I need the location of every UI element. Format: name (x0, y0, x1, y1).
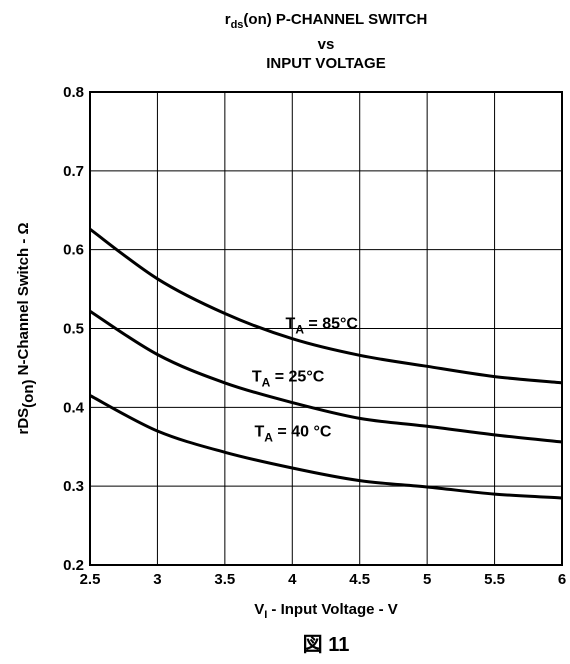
series-line-2 (89, 309, 563, 444)
curve-annotations: TA = 85°C TA = 25°C TA = 40 °C (252, 316, 359, 445)
y-tick-label: 0.8 (63, 84, 84, 101)
x-tick-label: 4 (288, 571, 297, 588)
tick-labels: 0.2 0.3 0.4 0.5 0.6 0.7 0.8 2.5 3 3.5 4 4.5 5 5.5 6 (63, 84, 566, 588)
y-tick-label: 0.6 (63, 242, 84, 259)
plot-frame (89, 91, 563, 566)
chart-title: rds(on) P-CHANNEL SWITCH vs INPUT VOLTAG… (90, 10, 562, 73)
x-tick-label: 3.5 (214, 571, 235, 588)
y-axis-label: rDS(on) N-Channel Switch - Ω (15, 222, 37, 434)
x-tick-label: 6 (558, 571, 566, 588)
annotation-3: TA = 40 °C (255, 424, 332, 445)
y-tick-label: 0.7 (63, 163, 84, 180)
annotation-1: TA = 85°C (286, 316, 359, 337)
figure-caption: 図 11 (302, 634, 350, 656)
y-tick-label: 0.4 (63, 399, 85, 416)
series-lines (89, 227, 563, 500)
y-tick-label: 0.5 (63, 321, 84, 338)
y-tick-label: 0.2 (63, 557, 84, 574)
chart-title-line3: INPUT VOLTAGE (266, 55, 386, 72)
y-tick-label: 0.3 (63, 478, 84, 495)
series-line-3 (89, 394, 563, 500)
x-tick-label: 3 (153, 571, 161, 588)
series-line-1 (89, 227, 563, 385)
annotation-2: TA = 25°C (252, 368, 325, 389)
x-tick-label: 2.5 (80, 571, 101, 588)
x-tick-label: 4.5 (349, 571, 370, 588)
x-tick-label: 5.5 (484, 571, 505, 588)
chart-title-line1: rds(on) P-CHANNEL SWITCH (224, 11, 428, 31)
x-tick-label: 5 (423, 571, 431, 588)
x-axis-label: VI - Input Voltage - V (254, 601, 398, 621)
axis-labels: VI - Input Voltage - V rDS(on) N-Channel … (15, 222, 398, 621)
chart-title-line2: vs (317, 36, 335, 53)
